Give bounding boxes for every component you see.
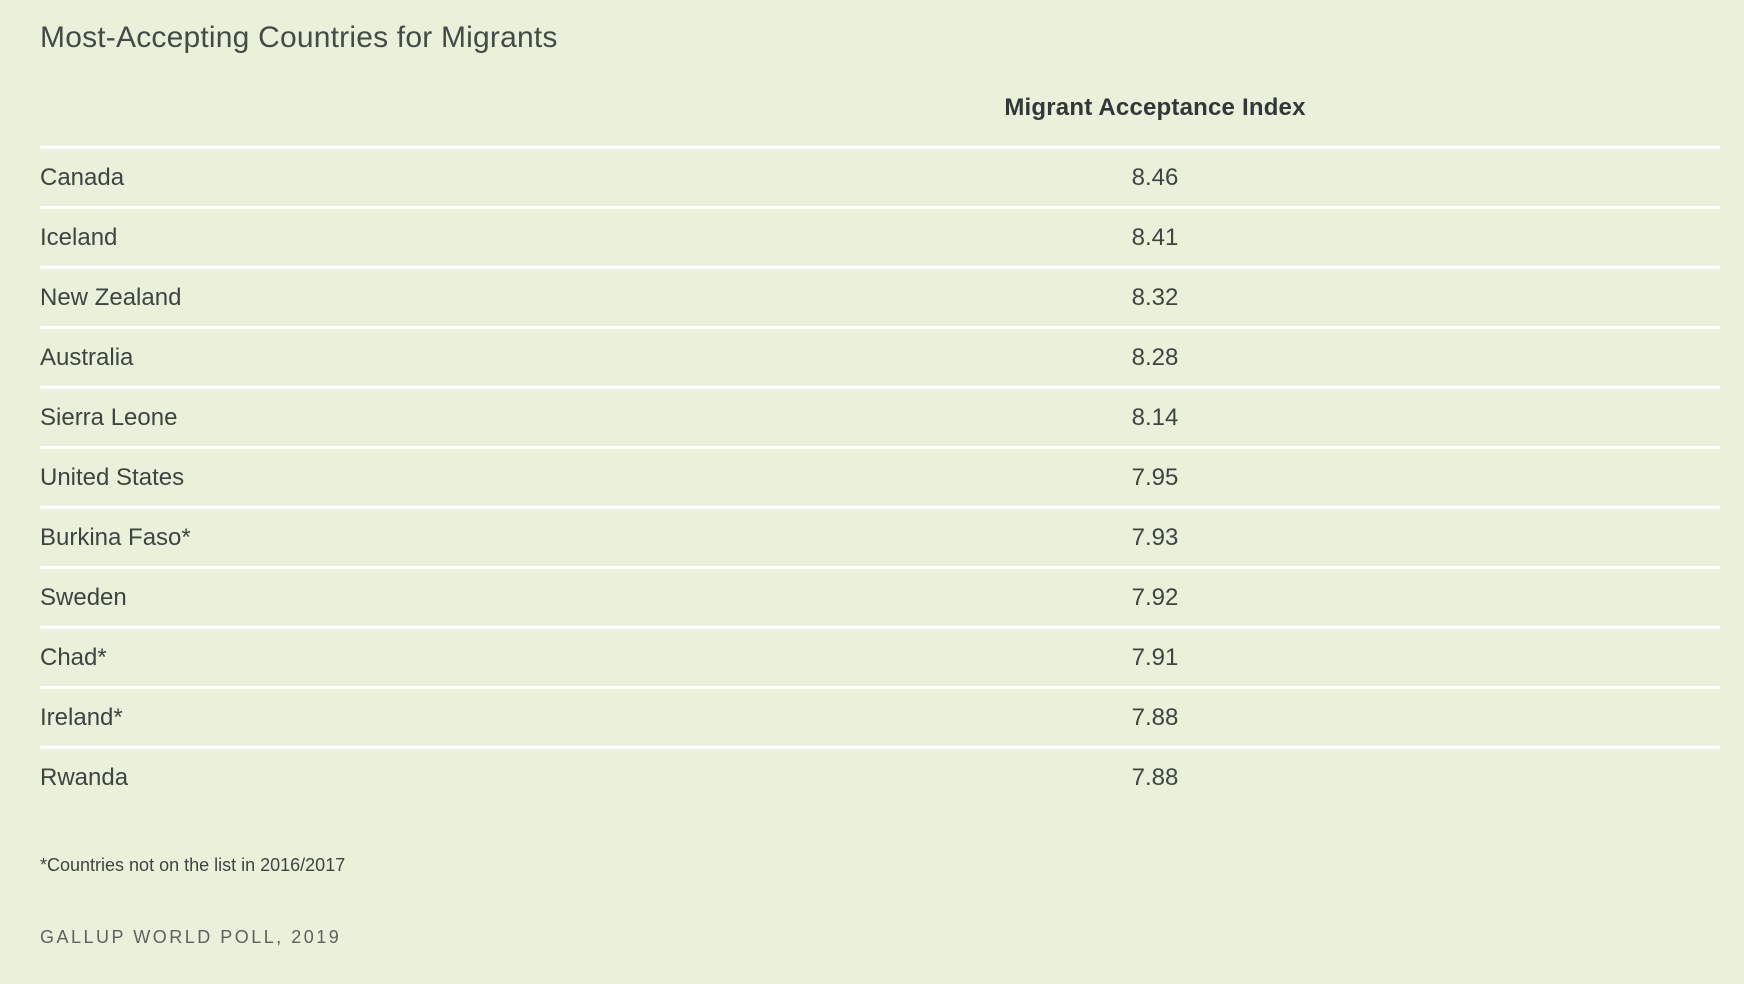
country-cell: United States bbox=[40, 463, 185, 491]
page-title: Most-Accepting Countries for Migrants bbox=[40, 21, 558, 54]
country-cell: Burkina Faso* bbox=[40, 523, 191, 551]
table-row: Chad* 7.91 bbox=[40, 626, 1720, 686]
table-header-row: Migrant Acceptance Index bbox=[40, 56, 1720, 146]
table-row: Rwanda 7.88 bbox=[40, 746, 1720, 806]
table-row: Burkina Faso* 7.93 bbox=[40, 506, 1720, 566]
acceptance-table: Migrant Acceptance Index Canada 8.46 Icela… bbox=[40, 56, 1720, 806]
table-body: Canada 8.46 Iceland 8.41 New Zealand 8.32 Aust… bbox=[40, 146, 1720, 806]
country-cell: Canada bbox=[40, 163, 125, 191]
value-cell: 8.14 bbox=[1131, 403, 1179, 431]
value-cell: 7.91 bbox=[1131, 643, 1179, 671]
value-cell: 7.88 bbox=[1131, 703, 1179, 731]
table-row: Australia 8.28 bbox=[40, 326, 1720, 386]
country-cell: Sweden bbox=[40, 583, 127, 611]
value-cell: 8.28 bbox=[1131, 343, 1179, 371]
value-cell: 7.93 bbox=[1131, 523, 1179, 551]
value-cell: 7.88 bbox=[1131, 763, 1179, 791]
country-cell: Australia bbox=[40, 343, 134, 371]
country-cell: Sierra Leone bbox=[40, 403, 178, 431]
table-row: Canada 8.46 bbox=[40, 146, 1720, 206]
footnote: *Countries not on the list in 2016/2017 bbox=[40, 855, 346, 875]
table-row: New Zealand 8.32 bbox=[40, 266, 1720, 326]
value-cell: 8.32 bbox=[1131, 283, 1179, 311]
table-row: Iceland 8.41 bbox=[40, 206, 1720, 266]
country-cell: Iceland bbox=[40, 223, 118, 251]
value-cell: 8.46 bbox=[1131, 163, 1179, 191]
country-cell: Rwanda bbox=[40, 763, 129, 791]
source-credit: GALLUP WORLD POLL, 2019 bbox=[40, 927, 342, 947]
value-cell: 7.92 bbox=[1131, 583, 1179, 611]
table-row: Sierra Leone 8.14 bbox=[40, 386, 1720, 446]
country-cell: Ireland* bbox=[40, 703, 123, 731]
table-row: Ireland* 7.88 bbox=[40, 686, 1720, 746]
table-row: United States 7.95 bbox=[40, 446, 1720, 506]
value-cell: 7.95 bbox=[1131, 463, 1179, 491]
value-cell: 8.41 bbox=[1131, 223, 1179, 251]
country-cell: Chad* bbox=[40, 643, 107, 671]
table-row: Sweden 7.92 bbox=[40, 566, 1720, 626]
value-column-header: Migrant Acceptance Index bbox=[1004, 94, 1306, 121]
country-cell: New Zealand bbox=[40, 283, 182, 311]
